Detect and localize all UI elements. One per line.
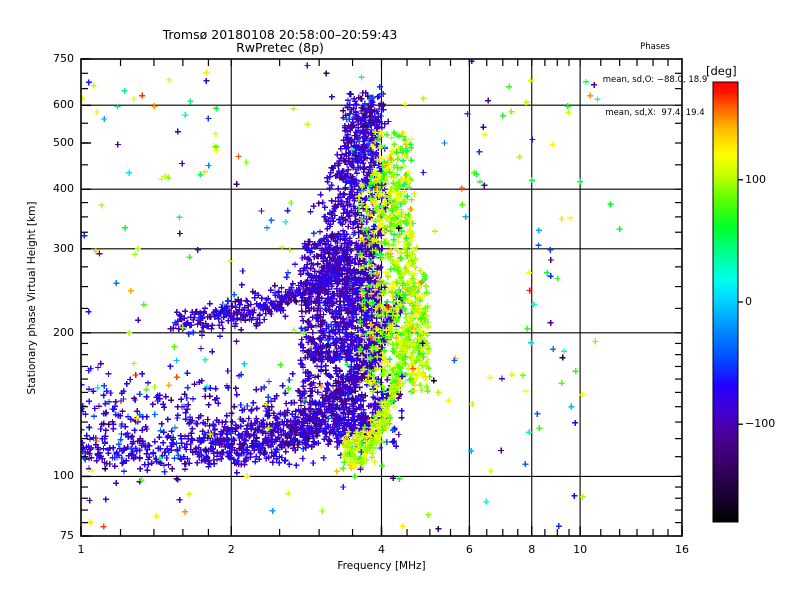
x-tick-label: 6 xyxy=(444,543,494,556)
colorbar-unit-label: [deg] xyxy=(706,64,737,78)
chart-subtitle-line2: RwPretec (8p) xyxy=(0,40,560,55)
colorbar-ticks xyxy=(738,179,743,425)
colorbar-tick-label: −100 xyxy=(745,417,775,430)
phase-stats-x-mode: mean, sd,X: 97.4, 19.4 xyxy=(575,108,735,119)
chart-title-line1: Tromsø 20180108 20:58:00–20:59:43 xyxy=(0,27,560,42)
x-tick-label: 2 xyxy=(206,543,256,556)
y-tick-label: 400 xyxy=(29,182,74,195)
y-tick-label: 750 xyxy=(29,52,74,65)
phase-stats-block: Phases mean, sd,O: −88.0, 18.9 mean, sd,… xyxy=(575,20,735,141)
phase-stats-heading: Phases xyxy=(575,42,735,53)
y-tick-label: 300 xyxy=(29,242,74,255)
colorbar-tick-label: 100 xyxy=(745,173,766,186)
y-tick-label: 200 xyxy=(29,326,74,339)
x-tick-label: 1 xyxy=(56,543,106,556)
x-tick-label: 8 xyxy=(507,543,557,556)
data-points-layer xyxy=(81,59,623,532)
phase-stats-o-mode: mean, sd,O: −88.0, 18.9 xyxy=(575,75,735,86)
x-axis-label: Frequency [MHz] xyxy=(81,560,682,572)
axis-ticks xyxy=(80,58,683,537)
y-tick-label: 600 xyxy=(29,98,74,111)
x-tick-label: 16 xyxy=(657,543,707,556)
y-axis-label: Stationary phase Virtual Height [km] xyxy=(26,88,38,508)
x-tick-label: 4 xyxy=(357,543,407,556)
y-tick-label: 100 xyxy=(29,469,74,482)
y-tick-label: 500 xyxy=(29,136,74,149)
colorbar-tick-label: 0 xyxy=(745,295,752,308)
y-tick-label: 75 xyxy=(29,529,74,542)
colorbar-gradient xyxy=(712,81,739,523)
x-tick-label: 10 xyxy=(555,543,605,556)
